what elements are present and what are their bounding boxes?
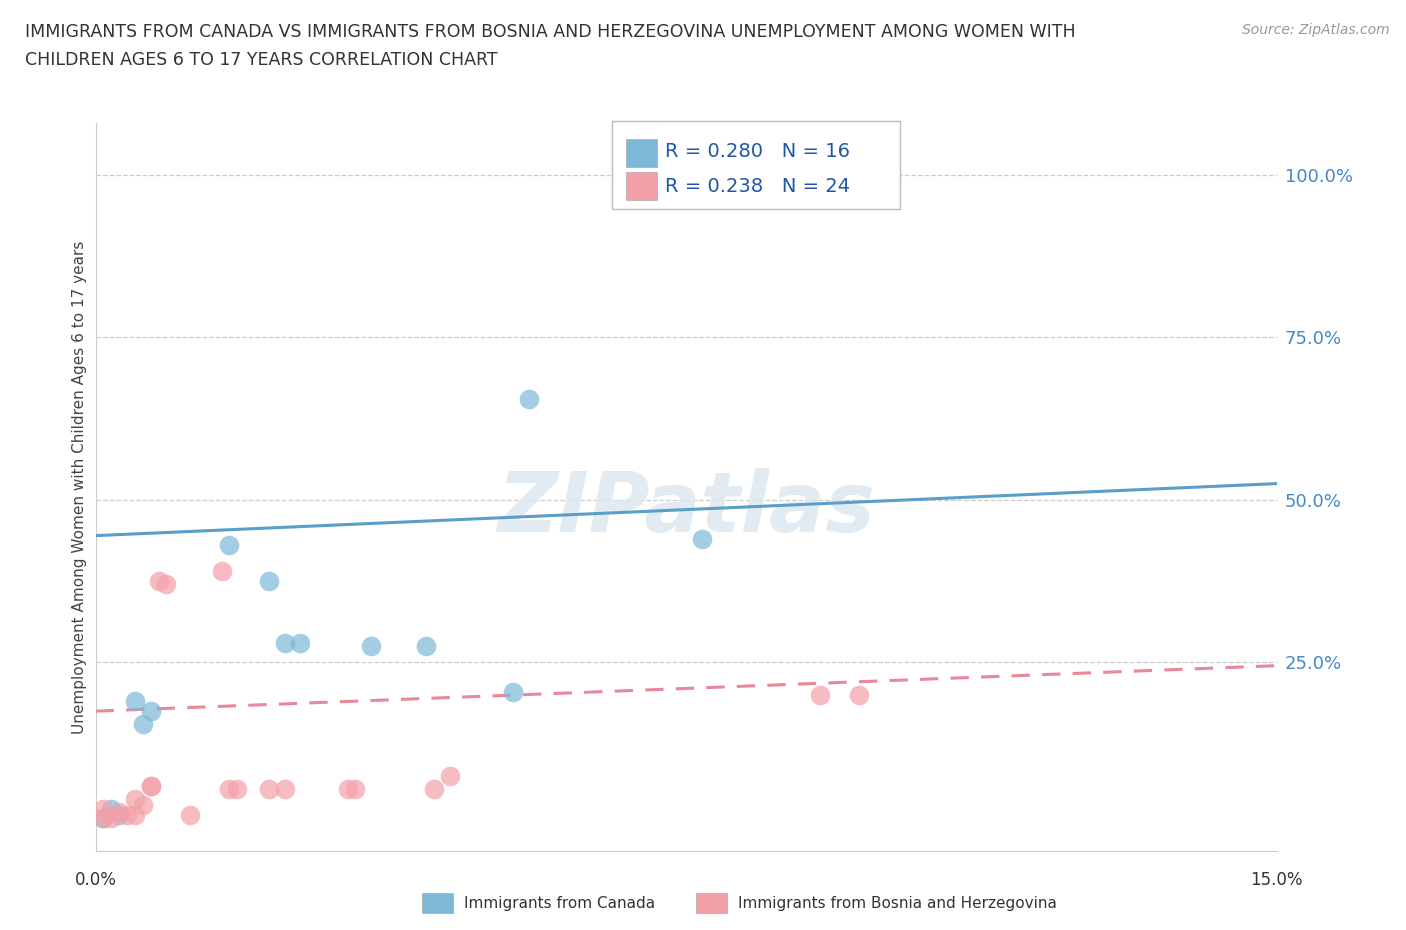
Text: Source: ZipAtlas.com: Source: ZipAtlas.com — [1241, 23, 1389, 37]
Point — [502, 684, 524, 699]
Point — [155, 577, 177, 591]
Point — [415, 639, 437, 654]
Point — [226, 782, 249, 797]
Point — [336, 782, 359, 797]
Point — [139, 778, 162, 793]
Point — [148, 574, 170, 589]
Point — [124, 791, 146, 806]
Point — [360, 639, 382, 654]
Point — [423, 782, 446, 797]
Text: Immigrants from Canada: Immigrants from Canada — [464, 896, 655, 910]
Point — [100, 802, 122, 817]
Text: R = 0.238   N = 24: R = 0.238 N = 24 — [665, 177, 851, 195]
Point — [808, 687, 831, 702]
Point — [124, 808, 146, 823]
Point — [344, 782, 367, 797]
Point — [93, 811, 115, 826]
Point — [290, 635, 312, 650]
Point — [124, 694, 146, 709]
Text: 0.0%: 0.0% — [75, 871, 117, 889]
Point — [257, 574, 280, 589]
Point — [100, 811, 122, 826]
Y-axis label: Unemployment Among Women with Children Ages 6 to 17 years: Unemployment Among Women with Children A… — [72, 240, 87, 734]
Point — [848, 687, 870, 702]
Point — [139, 778, 162, 793]
Point — [115, 808, 138, 823]
Point — [754, 170, 776, 185]
Point — [132, 798, 155, 813]
Text: 15.0%: 15.0% — [1250, 871, 1303, 889]
Point — [273, 782, 295, 797]
Point — [218, 782, 240, 797]
Point — [257, 782, 280, 797]
Point — [108, 804, 131, 819]
Point — [211, 564, 233, 578]
Point — [690, 531, 713, 546]
Point — [108, 808, 131, 823]
Point — [93, 802, 115, 817]
Text: IMMIGRANTS FROM CANADA VS IMMIGRANTS FROM BOSNIA AND HERZEGOVINA UNEMPLOYMENT AM: IMMIGRANTS FROM CANADA VS IMMIGRANTS FRO… — [25, 23, 1076, 41]
Point — [273, 635, 295, 650]
Point — [93, 811, 115, 826]
Point — [132, 717, 155, 732]
Point — [139, 704, 162, 719]
Point — [439, 769, 461, 784]
Text: R = 0.280   N = 16: R = 0.280 N = 16 — [665, 142, 851, 161]
Text: CHILDREN AGES 6 TO 17 YEARS CORRELATION CHART: CHILDREN AGES 6 TO 17 YEARS CORRELATION … — [25, 51, 498, 69]
Text: Immigrants from Bosnia and Herzegovina: Immigrants from Bosnia and Herzegovina — [738, 896, 1057, 910]
Point — [179, 808, 201, 823]
Point — [517, 392, 540, 406]
Text: ZIPatlas: ZIPatlas — [498, 468, 875, 550]
Point — [218, 538, 240, 552]
